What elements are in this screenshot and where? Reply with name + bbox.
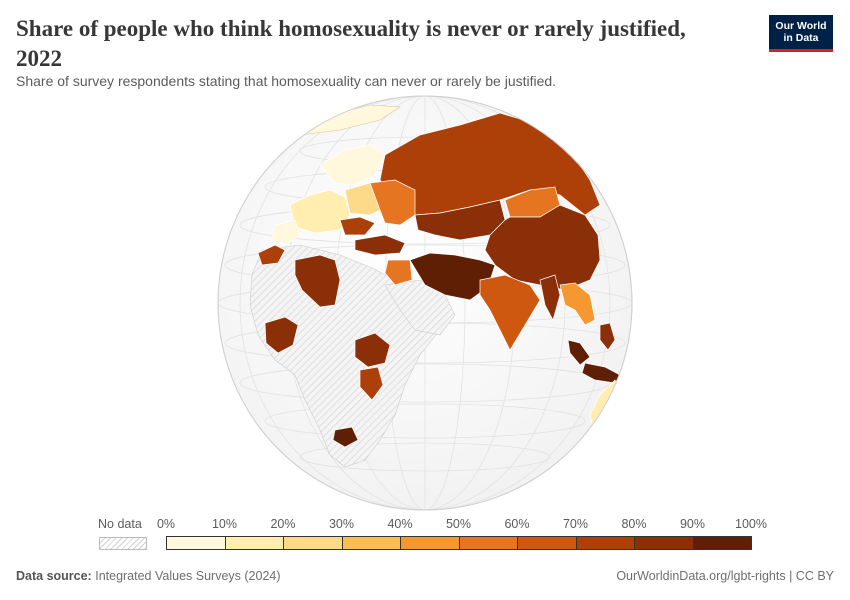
region-myanmar[interactable] — [539, 274, 561, 321]
region-china[interactable] — [484, 204, 601, 291]
globe-map[interactable] — [0, 95, 850, 515]
region-iran-pakistan[interactable] — [409, 252, 496, 301]
region-eastern-europe[interactable] — [369, 179, 416, 226]
legend-bin[interactable] — [634, 536, 694, 550]
footer-license-link[interactable]: OurWorldinData.org/lgbt-rights | CC BY — [616, 569, 834, 583]
map-area[interactable] — [0, 95, 850, 515]
region-ethiopia[interactable] — [354, 332, 391, 368]
legend-tick-label: 50% — [445, 517, 472, 531]
legend-bin[interactable] — [458, 536, 518, 550]
data-source-label: Data source: — [16, 569, 92, 583]
owid-logo[interactable]: Our World in Data — [769, 15, 833, 52]
region-zimbabwe[interactable] — [332, 426, 359, 448]
region-balkans[interactable] — [339, 216, 376, 236]
legend-bin[interactable] — [400, 536, 460, 550]
color-legend: No data 0% 10% 20% 30% 40% 50% 60% 70% 80% 90% 100… — [0, 512, 850, 557]
legend-tick-label: 100% — [735, 517, 767, 531]
legend-bin[interactable] — [283, 536, 343, 550]
legend-tick-label: 70% — [562, 517, 589, 531]
region-malaysia[interactable] — [567, 339, 591, 366]
region-india[interactable] — [479, 274, 541, 351]
data-source-text[interactable]: Integrated Values Surveys (2024) — [95, 569, 281, 583]
legend-tick-label: 90% — [679, 517, 706, 531]
legend-bin[interactable] — [224, 536, 284, 550]
legend-bin[interactable] — [341, 536, 401, 550]
region-turkey[interactable] — [354, 234, 406, 256]
legend-bin[interactable] — [517, 536, 577, 550]
region-morocco[interactable] — [257, 244, 286, 266]
region-nordic[interactable] — [319, 144, 386, 186]
region-thailand-vietnam[interactable] — [559, 282, 596, 326]
chart-title: Share of people who think homosexuality … — [16, 16, 686, 71]
legend-tick-label: 60% — [504, 517, 530, 531]
chart-subtitle: Share of survey respondents stating that… — [16, 73, 557, 89]
legend-bin[interactable] — [166, 536, 226, 550]
region-libya[interactable] — [294, 254, 341, 308]
legend-no-data-swatch[interactable] — [99, 537, 147, 550]
globe-outline — [217, 95, 633, 511]
region-philippines[interactable] — [599, 322, 616, 351]
data-source: Data source: Integrated Values Surveys (… — [16, 569, 281, 583]
region-nigeria[interactable] — [264, 316, 299, 354]
legend-bin[interactable] — [692, 536, 752, 550]
legend-tick-label: 40% — [387, 517, 413, 531]
legend-tick-label: 20% — [270, 517, 296, 531]
legend-bin[interactable] — [575, 536, 635, 550]
logo-line-1: Our World — [775, 20, 827, 32]
legend-tick-label: 0% — [156, 517, 176, 531]
region-kenya[interactable] — [359, 366, 384, 401]
region-africa-nodata[interactable] — [249, 244, 441, 468]
region-iraq[interactable] — [384, 259, 413, 286]
logo-line-2: in Data — [783, 32, 819, 44]
legend-tick-label: 80% — [621, 517, 647, 531]
region-iberia[interactable] — [271, 219, 301, 246]
region-western-europe[interactable] — [289, 189, 351, 234]
legend-no-data-label: No data — [98, 517, 142, 531]
legend-tick-label: 10% — [211, 517, 238, 531]
legend-tick-label: 30% — [328, 517, 355, 531]
